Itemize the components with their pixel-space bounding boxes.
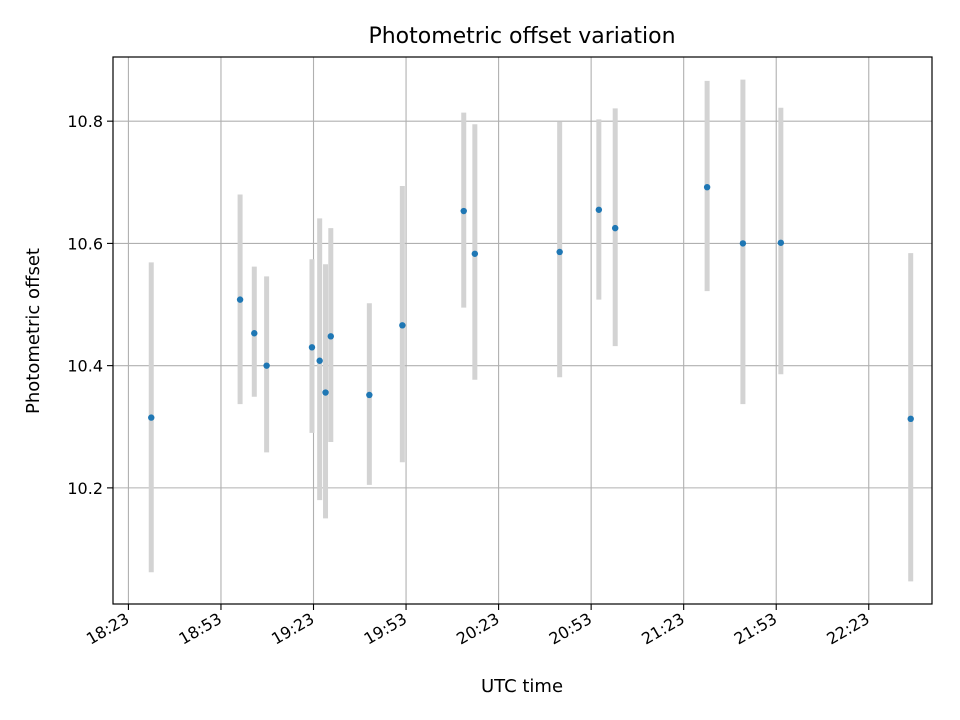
x-axis-label: UTC time (481, 676, 563, 697)
data-point (399, 322, 406, 329)
y-axis-label: Photometric offset (23, 248, 44, 414)
data-point (251, 330, 258, 337)
grid-lines (113, 57, 932, 604)
data-point (471, 250, 479, 257)
data-point (611, 224, 619, 232)
y-tick-label: 10.6 (67, 234, 103, 253)
y-tick-label: 10.8 (67, 112, 103, 131)
data-point (322, 389, 329, 396)
data-point (703, 183, 711, 191)
data-point (366, 391, 373, 399)
y-tick-label: 10.4 (67, 357, 103, 376)
data-point (148, 414, 155, 421)
data-point (907, 415, 914, 423)
plot-frame (112, 56, 933, 605)
y-tick-label: 10.2 (67, 479, 103, 498)
data-point (595, 206, 603, 213)
data-point (236, 296, 244, 303)
data-point (263, 362, 270, 369)
data-point (739, 240, 747, 247)
chart-title: Photometric offset variation (368, 24, 675, 49)
data-point (327, 333, 334, 340)
y-axis-ticks: 10.2 10.4 10.6 10.8 (67, 112, 113, 498)
data-point (316, 357, 323, 364)
data-point (777, 239, 785, 246)
data-points (148, 183, 914, 423)
data-point (308, 344, 316, 351)
data-point (556, 248, 563, 256)
data-point (460, 207, 467, 215)
